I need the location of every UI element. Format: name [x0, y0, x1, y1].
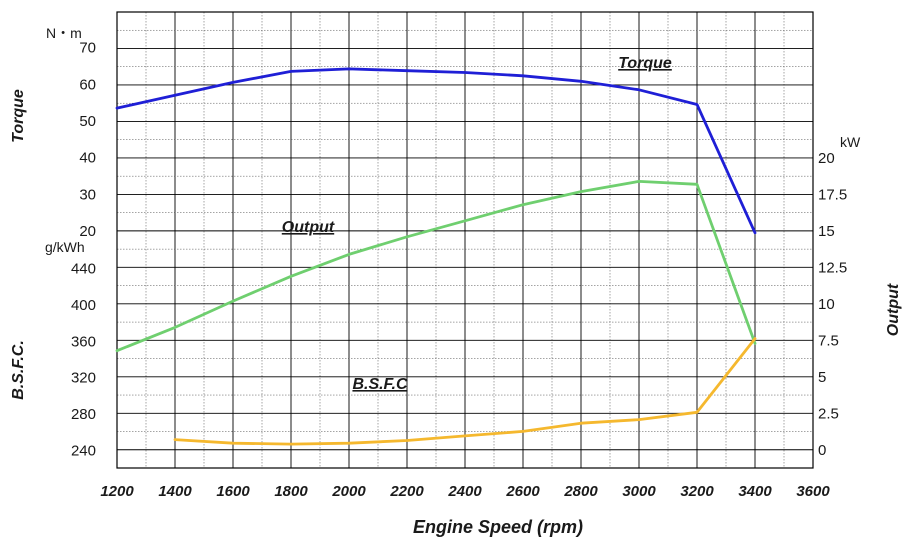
- output-unit-label: kW: [840, 134, 861, 150]
- output-axis-title: Output: [885, 283, 902, 336]
- bsfc-tick-label: 320: [71, 370, 96, 387]
- x-tick-label: 1400: [158, 483, 192, 500]
- output-tick-label: 15: [818, 223, 835, 240]
- torque-tick-label: 50: [79, 113, 96, 130]
- bsfc-tick-label: 360: [71, 333, 96, 350]
- series-label-output: Output: [282, 219, 335, 236]
- output-tick-label: 2.5: [818, 406, 839, 423]
- torque-tick-label: 30: [79, 186, 96, 203]
- x-tick-label: 2800: [563, 483, 598, 500]
- output-tick-label: 10: [818, 296, 835, 313]
- series-layer: [115, 67, 757, 446]
- x-tick-label: 1600: [216, 483, 250, 500]
- x-tick-label: 2600: [505, 483, 540, 500]
- x-tick-label: 3600: [796, 483, 830, 500]
- output-tick-label: 12.5: [818, 260, 847, 277]
- bsfc-axis-title: B.S.F.C.: [10, 340, 27, 400]
- torque-tick-label: 70: [79, 40, 96, 57]
- bsfc-tick-label: 440: [71, 261, 96, 278]
- bsfc-tick-label: 240: [71, 443, 96, 460]
- x-tick-label: 1800: [274, 483, 308, 500]
- x-tick-label: 1200: [100, 483, 134, 500]
- right-tick-labels: 0 2.5 5 7.5 10 12.5 15 17.5 20: [818, 150, 847, 459]
- output-tick-label: 20: [818, 150, 835, 167]
- bsfc-tick-label: 400: [71, 297, 96, 314]
- torque-tick-label: 60: [79, 76, 96, 93]
- plot-frame: [116, 11, 814, 469]
- series-line-output: [115, 179, 757, 353]
- left-tick-labels: 20 30 40 50 60 70 240 280 320 360 400 440: [71, 40, 96, 460]
- series-line-torque: [115, 67, 757, 235]
- series-line-bsfc: [173, 337, 757, 446]
- torque-tick-label: 40: [79, 150, 96, 167]
- output-tick-label: 17.5: [818, 187, 847, 204]
- torque-unit-label: N・m: [46, 25, 82, 41]
- output-tick-label: 5: [818, 369, 826, 386]
- x-tick-labels: 1200 1400 1600 1800 2000 2200 2400 2600 2800 3000…: [100, 483, 830, 500]
- x-tick-label: 2400: [447, 483, 482, 500]
- output-tick-label: 7.5: [818, 333, 839, 350]
- torque-axis-title: Torque: [10, 89, 27, 143]
- x-tick-label: 3000: [622, 483, 656, 500]
- bsfc-tick-label: 280: [71, 406, 96, 423]
- bsfc-unit-label: g/kWh: [45, 239, 85, 255]
- series-label-torque: Torque: [618, 55, 672, 72]
- output-tick-label: 0: [818, 442, 826, 459]
- x-tick-label: 3200: [680, 483, 714, 500]
- axis-titles-and-annotations: N・m g/kWh kW Torque B.S.F.C. Output Engine Spe…: [10, 25, 902, 537]
- series-label-bsfc: B.S.F.C: [352, 376, 408, 393]
- torque-tick-label: 20: [79, 223, 96, 240]
- x-tick-label: 3400: [738, 483, 772, 500]
- x-tick-label: 2200: [389, 483, 424, 500]
- x-axis-title: Engine Speed (rpm): [413, 517, 583, 537]
- x-tick-label: 2000: [331, 483, 366, 500]
